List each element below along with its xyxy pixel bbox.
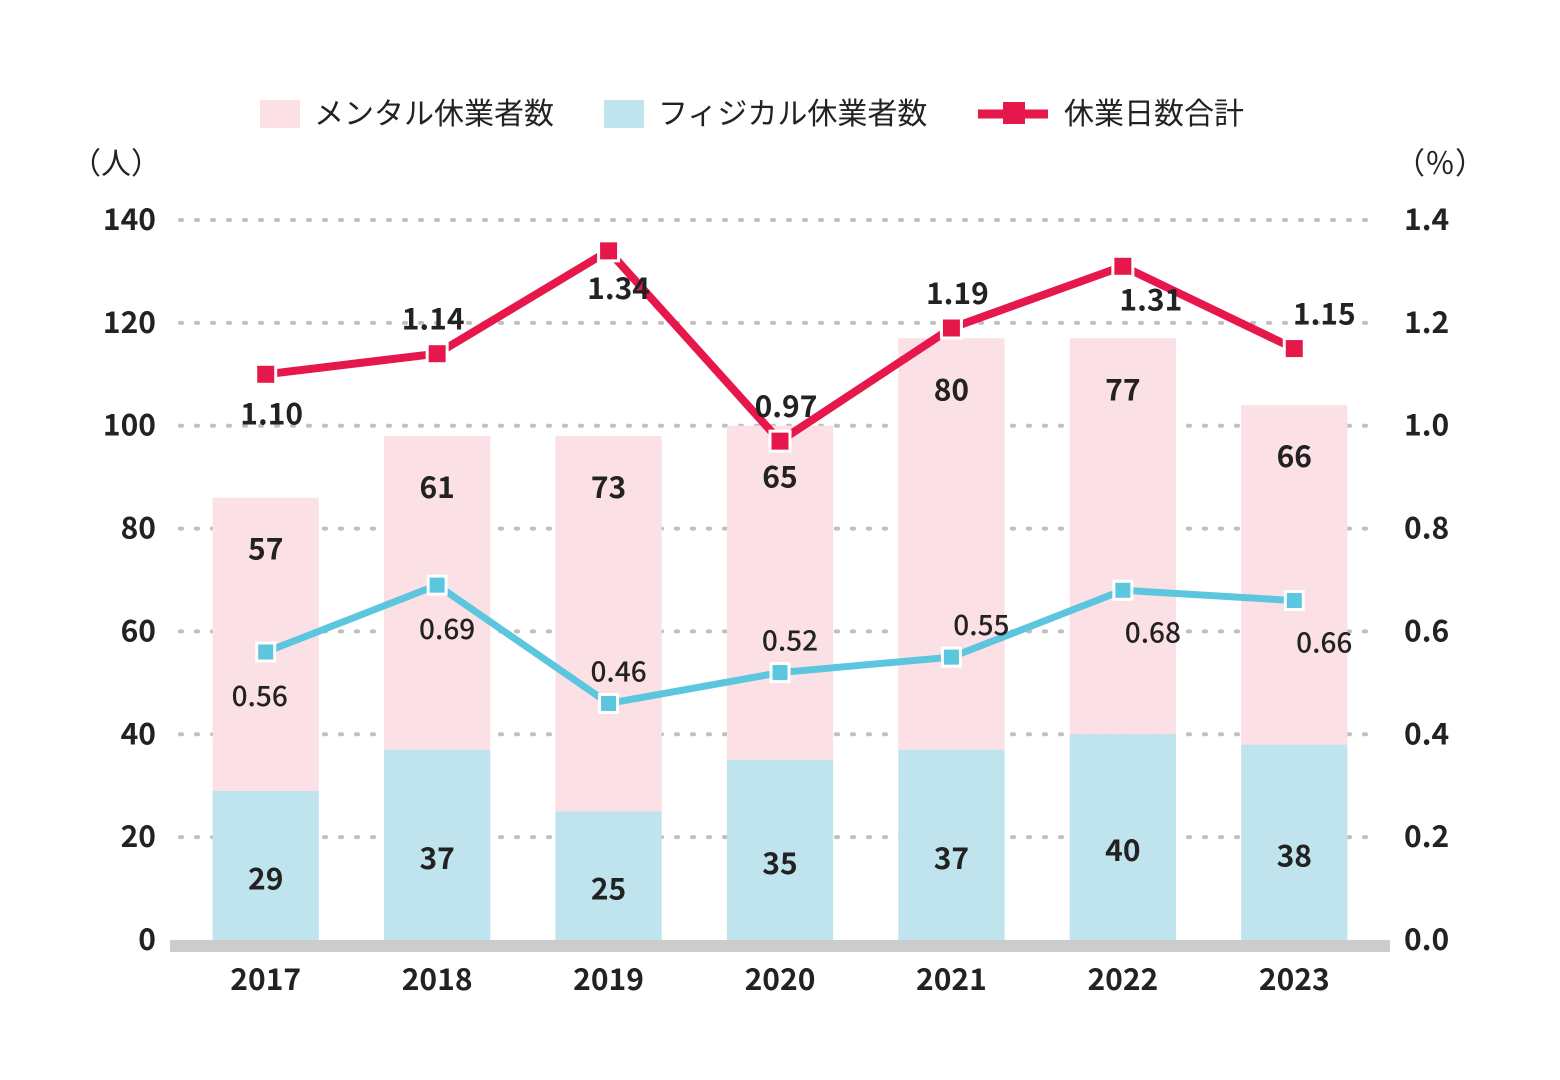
line-secondary-marker <box>1114 581 1132 599</box>
category-label: 2019 <box>573 955 644 999</box>
category-label: 2020 <box>745 955 816 999</box>
line-secondary-marker <box>428 576 446 594</box>
line-label-total: 0.97 <box>755 382 818 426</box>
legend-line-marker <box>1003 102 1025 124</box>
line-total-marker <box>941 318 961 338</box>
category-label: 2017 <box>230 955 301 999</box>
legend-label: 休業日数合計 <box>1064 89 1244 133</box>
line-secondary-marker <box>942 648 960 666</box>
line-total-marker <box>599 241 619 261</box>
line-label-secondary: 0.69 <box>419 608 475 648</box>
left-axis-title: （人） <box>71 139 161 183</box>
legend-swatch <box>604 100 644 128</box>
line-label-total: 1.31 <box>1119 275 1182 319</box>
line-secondary-marker <box>257 643 275 661</box>
bar-label-physical: 40 <box>1105 826 1140 870</box>
bar-label-physical: 29 <box>248 854 283 898</box>
left-tick-label: 100 <box>103 401 156 445</box>
bar-label-mental: 80 <box>934 365 969 409</box>
right-tick-label: 0.8 <box>1404 504 1449 548</box>
bar-label-physical: 25 <box>591 865 626 909</box>
baseline <box>170 940 1390 952</box>
line-label-total: 1.15 <box>1293 290 1356 334</box>
category-label: 2022 <box>1087 955 1158 999</box>
bar-label-physical: 38 <box>1277 831 1312 875</box>
right-axis: 0.0 0.2 0.4 0.6 0.8 1.0 1.2 1.4 （％） <box>1395 139 1485 959</box>
bar-label-mental: 65 <box>762 453 797 497</box>
right-tick-label: 1.0 <box>1404 401 1449 445</box>
left-tick-label: 140 <box>103 195 156 239</box>
left-tick-label: 0 <box>138 915 156 959</box>
left-tick-label: 60 <box>121 606 156 650</box>
line-label-secondary: 0.55 <box>953 604 1009 644</box>
line-label-total: 1.34 <box>587 264 650 308</box>
line-label-secondary: 0.68 <box>1125 611 1181 651</box>
right-axis-title: （％） <box>1395 139 1485 183</box>
category-label: 2021 <box>916 955 987 999</box>
line-total-marker <box>770 431 790 451</box>
legend-label: フィジカル休業者数 <box>658 89 927 133</box>
line-total-marker <box>427 344 447 364</box>
right-tick-label: 1.2 <box>1404 298 1449 342</box>
chart-svg: 29 57 37 61 25 73 35 65 37 80 40 77 38 66 1.10 1.14 1.34… <box>0 0 1560 1080</box>
line-label-total: 1.10 <box>240 389 303 433</box>
bar-label-mental: 61 <box>419 463 454 507</box>
right-tick-label: 0.6 <box>1404 606 1449 650</box>
legend-label: メンタル休業者数 <box>314 89 554 133</box>
line-label-secondary: 0.56 <box>232 675 288 715</box>
left-tick-label: 40 <box>121 709 156 753</box>
legend: メンタル休業者数 フィジカル休業者数 休業日数合計 <box>260 89 1244 133</box>
bar-label-physical: 35 <box>762 839 797 883</box>
bar-label-physical: 37 <box>419 834 454 878</box>
category-label: 2018 <box>402 955 473 999</box>
line-total-marker <box>1284 339 1304 359</box>
left-axis: 0 20 40 60 80 100 120 140 （人） <box>71 139 161 959</box>
chart-container: 29 57 37 61 25 73 35 65 37 80 40 77 38 66 1.10 1.14 1.34… <box>0 0 1560 1080</box>
line-secondary-marker <box>1285 592 1303 610</box>
line-secondary-marker <box>600 694 618 712</box>
line-label-total: 1.14 <box>402 295 465 339</box>
line-label-secondary: 0.52 <box>762 620 818 660</box>
left-tick-label: 20 <box>121 812 156 856</box>
bar-label-mental: 77 <box>1105 365 1140 409</box>
line-total-marker <box>1113 256 1133 276</box>
legend-swatch <box>260 100 300 128</box>
bar-label-mental: 57 <box>248 525 283 569</box>
category-labels: 2017 2018 2019 2020 2021 2022 2023 <box>230 955 1329 999</box>
line-total-marker <box>256 364 276 384</box>
bar-label-mental: 66 <box>1277 432 1312 476</box>
bar-label-physical: 37 <box>934 834 969 878</box>
left-tick-label: 120 <box>103 298 156 342</box>
bar-label-mental: 73 <box>591 463 626 507</box>
right-tick-label: 0.0 <box>1404 915 1449 959</box>
line-label-secondary: 0.66 <box>1296 622 1352 662</box>
left-tick-label: 80 <box>121 504 156 548</box>
line-secondary-marker <box>771 664 789 682</box>
line-label-secondary: 0.46 <box>590 650 646 690</box>
category-label: 2023 <box>1259 955 1330 999</box>
right-tick-label: 0.4 <box>1404 709 1449 753</box>
right-tick-label: 1.4 <box>1404 195 1449 239</box>
right-tick-label: 0.2 <box>1404 812 1449 856</box>
line-label-total: 1.19 <box>926 269 989 313</box>
